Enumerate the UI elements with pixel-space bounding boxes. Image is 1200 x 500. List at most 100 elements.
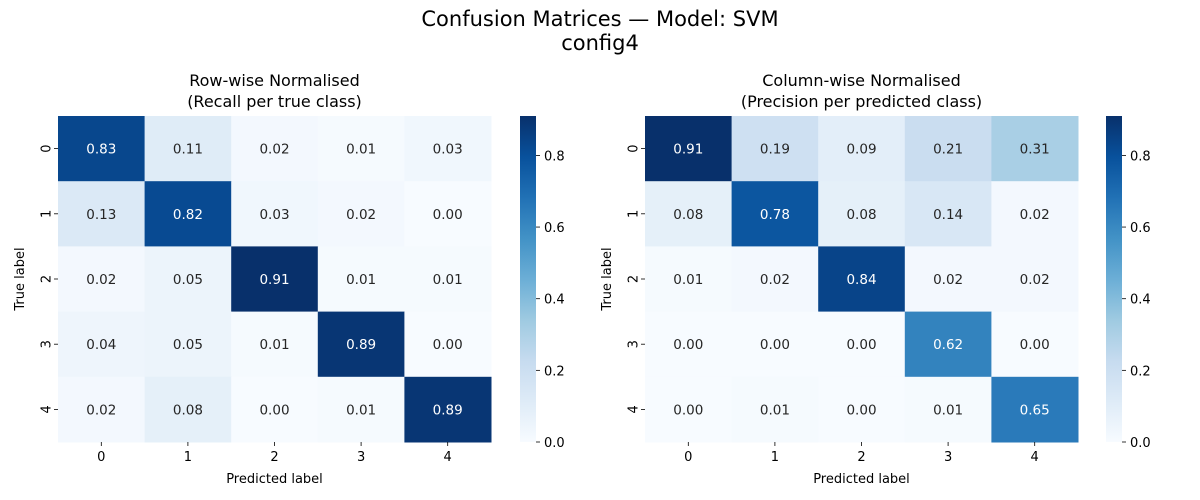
colorbar-tick-label: 0.6 [1130,221,1151,236]
cell-value-label: 0.00 [1020,337,1050,353]
heatmap-cell [645,376,733,443]
heatmap-cell [818,181,906,247]
y-tick-label: 1 [40,210,55,218]
cell-value-label: 0.05 [173,272,203,288]
heatmap-cell [144,311,232,378]
colorbar-tick-label: 0.6 [544,221,565,236]
cell-value-label: 0.02 [86,402,116,418]
cell-value-label: 0.03 [259,207,289,223]
cell-value-label: 0.00 [846,337,876,353]
colorbar-tick-label: 0.0 [1130,436,1151,451]
heatmap-cell [231,116,319,182]
heatmap-cell [991,376,1079,443]
y-tick-label: 1 [627,210,642,218]
cell-value-label: 0.04 [86,337,116,353]
cell-value-label: 0.01 [346,402,376,418]
heatmap-cell [404,376,492,443]
cell-value-label: 0.31 [1020,142,1050,158]
x-tick-label: 4 [444,450,452,465]
heatmap-cell [317,116,405,182]
heatmap-cell [991,116,1079,182]
x-tick-label: 3 [357,450,365,465]
figure-subtitle: config4 [561,31,639,55]
y-tick-label: 2 [627,275,642,283]
cell-value-label: 0.91 [259,272,289,288]
cell-value-label: 0.78 [760,207,790,223]
recall-subtitle: (Recall per true class) [187,92,362,111]
heatmap-cell [58,116,146,182]
heatmap-cell [404,181,492,247]
cell-value-label: 0.00 [673,402,703,418]
heatmap-cell [58,181,146,247]
cell-value-label: 0.82 [173,207,203,223]
x-tick-label: 0 [97,450,105,465]
cell-value-label: 0.02 [346,207,376,223]
y-tick-label: 4 [627,405,642,413]
heatmap-cell [904,181,992,247]
figure-title: Confusion Matrices — Model: SVM [421,7,778,31]
y-tick-label: 3 [627,340,642,348]
heatmap-cell [317,311,405,378]
precision-x-axis-label: Predicted label [813,472,910,487]
heatmap-cell [404,246,492,313]
heatmap-cell [404,311,492,378]
heatmap-cell [991,246,1079,313]
heatmap-cell [645,246,733,313]
cell-value-label: 0.01 [933,402,963,418]
cell-value-label: 0.65 [1020,402,1050,418]
cell-value-label: 0.01 [346,142,376,158]
heatmap-cell [231,311,319,378]
heatmap-cell [818,116,906,182]
heatmap-cell [818,376,906,443]
heatmap-cell [144,116,232,182]
heatmap-cell [58,311,146,378]
heatmap-cell [818,246,906,313]
cell-value-label: 0.03 [433,142,463,158]
y-tick-label: 3 [40,340,55,348]
precision-title: Column-wise Normalised [762,71,961,90]
cell-value-label: 0.00 [433,337,463,353]
colorbar-tick-label: 0.4 [1130,293,1151,308]
colorbar-tick-label: 0.4 [544,293,565,308]
heatmap-cell [731,376,819,443]
x-tick-label: 2 [857,450,865,465]
cell-value-label: 0.01 [259,337,289,353]
cell-value-label: 0.08 [173,402,203,418]
y-tick-label: 4 [40,405,55,413]
cell-value-label: 0.01 [673,272,703,288]
y-tick-label: 2 [40,275,55,283]
x-tick-label: 0 [684,450,692,465]
heatmap-cell [144,181,232,247]
recall-x-axis-label: Predicted label [226,472,323,487]
heatmap-cell [731,246,819,313]
heatmap-cell [818,311,906,378]
recall-y-axis-label: True label [13,247,28,311]
cell-value-label: 0.89 [346,337,376,353]
y-tick-label: 0 [40,144,55,152]
cell-value-label: 0.84 [846,272,876,288]
cell-value-label: 0.01 [760,402,790,418]
colorbar [520,116,536,442]
cell-value-label: 0.19 [760,142,790,158]
cell-value-label: 0.62 [933,337,963,353]
heatmap-cell [231,181,319,247]
heatmap-cell [731,181,819,247]
cell-value-label: 0.00 [846,402,876,418]
cell-value-label: 0.08 [846,207,876,223]
heatmap-cell [317,246,405,313]
heatmap-cell [904,376,992,443]
heatmap-cell [731,311,819,378]
cell-value-label: 0.11 [173,142,203,158]
cell-value-label: 0.21 [933,142,963,158]
colorbar-tick-label: 0.8 [544,149,565,164]
heatmap-cell [991,181,1079,247]
cell-value-label: 0.02 [933,272,963,288]
precision-heatmap-panel: Column-wise Normalised (Precision per pre… [600,71,1151,487]
colorbar-tick-label: 0.2 [544,364,565,379]
recall-title: Row-wise Normalised [189,71,360,90]
cell-value-label: 0.02 [86,272,116,288]
cell-value-label: 0.00 [259,402,289,418]
heatmap-cell [904,311,992,378]
heatmap-cell [404,116,492,182]
